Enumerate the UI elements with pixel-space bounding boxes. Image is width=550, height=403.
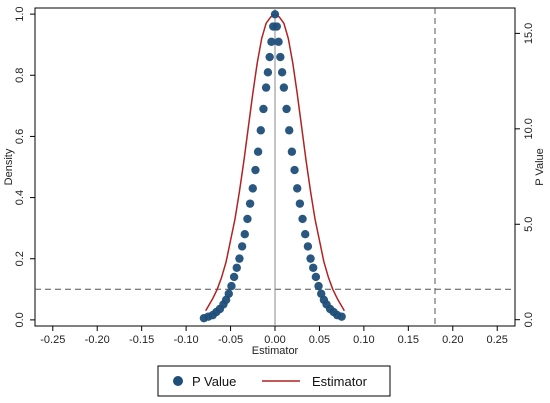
pvalue-point (272, 22, 281, 31)
pvalue-point (251, 165, 260, 175)
right-y-tick-label: 0.0 (523, 312, 535, 327)
pvalue-point (287, 147, 297, 156)
left-y-axis-title: Density (3, 148, 15, 185)
pvalue-point (263, 68, 273, 77)
reference-lines (35, 8, 515, 326)
pvalue-point (270, 10, 280, 19)
x-axis-title: Estimator (252, 345, 299, 357)
pvalue-point (295, 199, 305, 208)
legend: P Value Estimator (157, 365, 391, 397)
left-y-tick-label: 0.4 (14, 190, 26, 205)
pvalue-point (224, 289, 233, 298)
pvalue-point (314, 281, 323, 291)
left-y-axis-ticks: 0.0 0.2 0.4 0.6 0.8 1.0 (14, 6, 35, 328)
pvalue-point (261, 83, 271, 92)
pvalue-point (309, 263, 318, 272)
pvalue-point (276, 52, 285, 62)
pvalue-point (267, 37, 276, 46)
pvalue-point (279, 83, 289, 92)
pvalue-point (290, 165, 299, 175)
pvalue-point (237, 242, 247, 251)
left-y-tick-label: 0.6 (14, 129, 26, 144)
x-tick-label: 0.25 (487, 334, 508, 346)
right-y-axis-title: P Value (534, 148, 546, 186)
left-y-tick-label: 1.0 (14, 6, 26, 21)
x-tick-label: -0.25 (40, 334, 65, 346)
pvalue-point (306, 254, 315, 263)
pvalue-point (265, 52, 274, 62)
legend-pvalue-marker (173, 376, 183, 386)
legend-pvalue-label: P Value (192, 374, 236, 389)
pvalue-points (199, 10, 346, 323)
pvalue-point (311, 272, 321, 282)
x-tick-label: 0.00 (264, 334, 285, 346)
legend-estimator-label: Estimator (312, 374, 368, 389)
left-y-tick-label: 0.2 (14, 251, 26, 266)
x-tick-label: 0.20 (442, 334, 463, 346)
x-tick-label: -0.20 (85, 334, 110, 346)
pvalue-point (253, 147, 263, 156)
pvalue-point (285, 126, 294, 135)
pvalue-point (240, 229, 249, 239)
right-y-axis-ticks: 0.0 5.0 10.0 15.0 (515, 23, 535, 327)
left-y-tick-label: 0.0 (14, 312, 26, 327)
pvalue-point (248, 184, 257, 193)
pvalue-point (298, 214, 307, 224)
right-y-tick-label: 5.0 (523, 217, 535, 232)
pvalue-point (274, 37, 283, 46)
pvalue-point (282, 104, 291, 114)
pvalue-point (259, 104, 268, 114)
x-tick-label: -0.15 (129, 334, 154, 346)
left-y-tick-label: 0.8 (14, 68, 26, 83)
pvalue-point (337, 312, 346, 321)
x-tick-label: 0.15 (398, 334, 419, 346)
pvalue-point (301, 229, 310, 239)
pvalue-point (277, 68, 287, 77)
x-tick-label: -0.10 (174, 334, 199, 346)
pvalue-point (232, 263, 241, 272)
pvalue-point (235, 254, 244, 263)
pvalue-point (245, 199, 255, 208)
pvalue-point (227, 281, 236, 291)
pvalue-point (243, 214, 252, 224)
pvalue-point (303, 242, 313, 251)
x-axis-ticks: -0.25 -0.20 -0.15 -0.10 -0.05 0.00 0.05 0.10 0.1… (40, 326, 508, 346)
x-tick-label: 0.05 (309, 334, 330, 346)
pvalue-point (256, 126, 265, 135)
x-tick-label: 0.10 (353, 334, 374, 346)
right-y-tick-label: 15.0 (523, 23, 535, 44)
pvalue-point (293, 184, 302, 193)
x-tick-label: -0.05 (218, 334, 243, 346)
right-y-tick-label: 10.0 (523, 118, 535, 139)
pvalue-point (229, 272, 239, 282)
